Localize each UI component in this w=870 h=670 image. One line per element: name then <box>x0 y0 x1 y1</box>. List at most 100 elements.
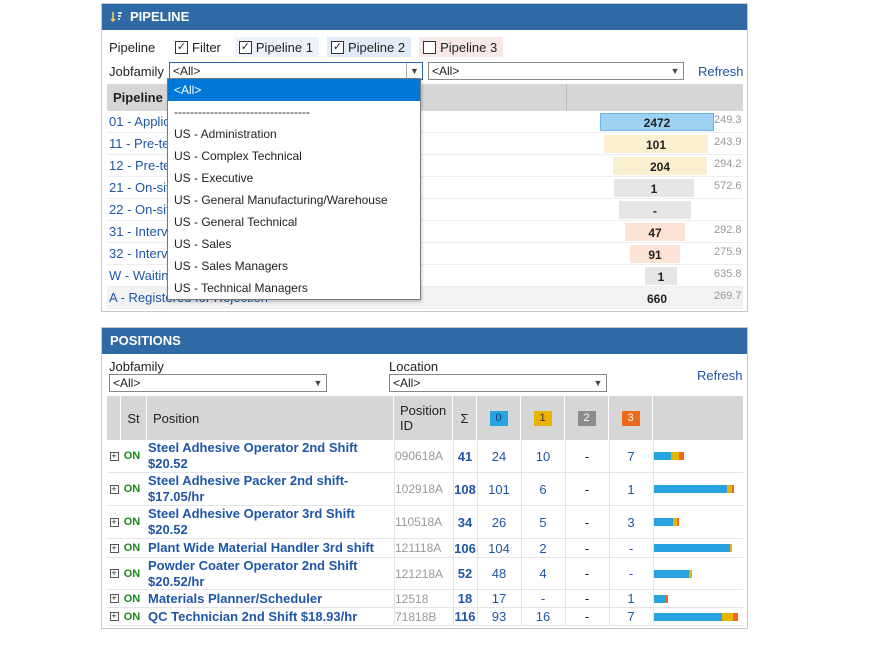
stage-0-badge[interactable]: 0 <box>489 410 508 426</box>
header-position[interactable]: Position <box>147 396 394 440</box>
stage-3-count[interactable]: 1 <box>627 481 635 497</box>
position-total[interactable]: 18 <box>457 591 473 606</box>
filter-checkbox[interactable]: ✓ Filter <box>175 37 227 57</box>
pipeline-row[interactable]: 31 - Interv 47 292.8 <box>107 221 743 243</box>
pipeline-stage-link[interactable]: 31 - Interv <box>109 224 168 239</box>
pipeline-row[interactable]: 12 - Pre-te 204 294.2 <box>107 155 743 177</box>
stage-1-count[interactable]: 16 <box>535 609 551 624</box>
dropdown-option[interactable]: US - Sales <box>174 237 232 251</box>
pipeline-stage-link[interactable]: 21 - On-sit <box>109 180 170 195</box>
pipeline-stage-link[interactable]: 11 - Pre-te <box>109 136 170 151</box>
stage-3-count[interactable]: - <box>628 566 634 581</box>
stage-1-count[interactable]: 6 <box>539 481 547 497</box>
stage-3-badge[interactable]: 3 <box>621 410 640 426</box>
pipeline-stage-link[interactable]: W - Waitin <box>109 268 169 283</box>
position-name-link[interactable]: Plant Wide Material Handler 3rd shift <box>148 540 374 555</box>
pipeline-stage-link[interactable]: 22 - On-sit <box>109 202 170 217</box>
pipeline-count-bar[interactable]: 91 <box>630 245 680 263</box>
stage-1-count[interactable]: 2 <box>539 540 547 556</box>
position-total[interactable]: 34 <box>457 514 473 530</box>
expand-cell[interactable]: + <box>109 506 119 538</box>
pipeline-count-bar[interactable]: 660 <box>646 292 668 306</box>
expand-plus-icon[interactable]: + <box>109 593 119 603</box>
sort-icon[interactable] <box>110 10 124 24</box>
header-status[interactable]: St <box>121 396 147 440</box>
chevron-down-icon[interactable]: ▼ <box>670 66 680 76</box>
stage-0-count[interactable]: 24 <box>491 448 507 464</box>
stage-0-count[interactable]: 17 <box>491 591 507 606</box>
dropdown-option[interactable]: US - General Manufacturing/Warehouse <box>174 193 388 207</box>
location-select[interactable]: <All> ▼ <box>389 374 607 392</box>
position-total[interactable]: 106 <box>454 540 476 556</box>
position-name-link[interactable]: Steel Adhesive Operator 3rd Shift $20.52 <box>148 506 355 537</box>
expand-cell[interactable]: + <box>109 440 119 472</box>
position-name-link[interactable]: QC Technician 2nd Shift $18.93/hr <box>148 608 358 624</box>
stage-2-badge[interactable]: 2 <box>577 410 596 426</box>
expand-cell[interactable]: + <box>109 539 119 557</box>
expand-plus-icon[interactable]: + <box>109 483 119 494</box>
expand-cell[interactable]: + <box>109 473 119 505</box>
expand-plus-icon[interactable]: + <box>109 450 119 461</box>
position-total[interactable]: 52 <box>457 566 473 581</box>
stage-3-count[interactable]: 1 <box>627 591 635 606</box>
pipeline-count-bar[interactable]: - <box>619 201 691 219</box>
chevron-down-icon[interactable]: ▼ <box>593 378 603 388</box>
expand-cell[interactable]: + <box>109 608 119 625</box>
expand-plus-icon[interactable]: + <box>109 568 119 578</box>
dropdown-option[interactable]: US - Administration <box>174 127 277 141</box>
dropdown-option[interactable]: US - Complex Technical <box>174 149 302 163</box>
secondary-select[interactable]: <All> ▼ <box>428 62 684 80</box>
stage-3-count[interactable]: 7 <box>627 448 635 464</box>
position-row[interactable]: + ON Powder Coater Operator 2nd Shift $20.… <box>107 558 743 590</box>
expand-plus-icon[interactable]: + <box>109 542 119 553</box>
position-name-link[interactable]: Steel Adhesive Operator 2nd Shift $20.52 <box>148 440 358 471</box>
pipeline-row[interactable]: 21 - On-sit 1 572.6 <box>107 177 743 199</box>
stage-1-count[interactable]: 10 <box>535 448 551 464</box>
stage-3-count[interactable]: - <box>628 540 634 556</box>
position-row[interactable]: + ON Steel Adhesive Operator 3rd Shift $20… <box>107 506 743 539</box>
position-row[interactable]: + ON QC Technician 2nd Shift $18.93/hr 7181… <box>107 608 743 626</box>
pipeline-count-bar[interactable]: 204 <box>613 157 707 175</box>
pipeline-count-bar[interactable]: 1 <box>645 267 677 285</box>
header-position-id[interactable]: Position ID <box>394 396 453 440</box>
pipeline-stage-link[interactable]: 32 - Interv <box>109 246 168 261</box>
position-row[interactable]: + ON Materials Planner/Scheduler 12518 18 17 -… <box>107 590 743 608</box>
position-total[interactable]: 108 <box>454 481 476 497</box>
pipeline-stage-link[interactable]: 12 - Pre-te <box>109 158 171 173</box>
stage-1-count[interactable]: 4 <box>539 566 547 581</box>
chevron-down-icon[interactable]: ▼ <box>406 63 422 79</box>
dropdown-option[interactable]: US - Sales Managers <box>174 259 289 273</box>
pipeline-row[interactable]: W - Waitin 1 635.8 <box>107 265 743 287</box>
pipeline-3-checkbox[interactable]: Pipeline 3 <box>419 37 504 57</box>
position-name-link[interactable]: Powder Coater Operator 2nd Shift $20.52/… <box>148 557 358 589</box>
stage-0-count[interactable]: 101 <box>488 481 510 497</box>
pipeline-row[interactable]: 11 - Pre-te 101 243.9 <box>107 133 743 155</box>
position-total[interactable]: 116 <box>454 609 476 624</box>
stage-3-count[interactable]: 7 <box>627 609 635 624</box>
pipeline-2-checkbox[interactable]: ✓ Pipeline 2 <box>327 37 412 57</box>
pipeline-count-bar[interactable]: 2472 <box>600 113 714 131</box>
pipeline-count-bar[interactable]: 47 <box>625 223 685 241</box>
header-sum[interactable]: Σ <box>453 396 477 440</box>
position-name-link[interactable]: Steel Adhesive Packer 2nd shift- $17.05/… <box>148 473 349 504</box>
positions-jobfamily-select[interactable]: <All> ▼ <box>109 374 327 392</box>
pipeline-row[interactable]: 22 - On-sit - <box>107 199 743 221</box>
dropdown-option[interactable]: US - Technical Managers <box>174 281 308 295</box>
pipeline-stage-link[interactable]: 01 - Applic <box>109 114 170 129</box>
position-name-link[interactable]: Materials Planner/Scheduler <box>148 590 323 606</box>
expand-cell[interactable]: + <box>109 590 119 607</box>
stage-0-count[interactable]: 93 <box>491 609 507 624</box>
stage-0-count[interactable]: 104 <box>488 540 510 556</box>
expand-plus-icon[interactable]: + <box>109 516 119 527</box>
position-row[interactable]: + ON Steel Adhesive Packer 2nd shift- $17.… <box>107 473 743 506</box>
dropdown-option[interactable]: US - General Technical <box>174 215 298 229</box>
stage-1-count[interactable]: 5 <box>539 514 547 530</box>
expand-plus-icon[interactable]: + <box>109 611 119 621</box>
pipeline-count-bar[interactable]: 101 <box>604 135 708 153</box>
stage-3-count[interactable]: 3 <box>627 514 635 530</box>
stage-0-count[interactable]: 48 <box>491 566 507 581</box>
stage-1-badge[interactable]: 1 <box>533 410 552 426</box>
stage-1-count[interactable]: - <box>540 591 546 606</box>
pipeline-row[interactable]: 32 - Interv 91 275.9 <box>107 243 743 265</box>
dropdown-option[interactable]: <All> <box>168 79 420 101</box>
